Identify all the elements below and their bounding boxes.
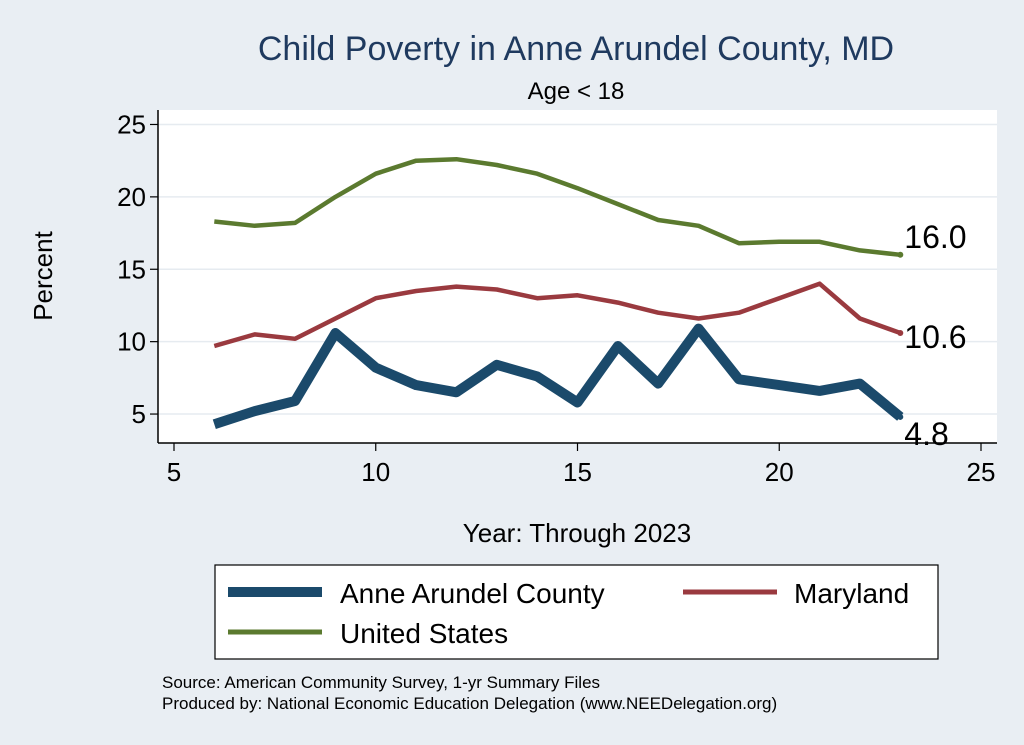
series-line-anne-arundel-county xyxy=(212,323,904,429)
chart-title: Child Poverty in Anne Arundel County, MD xyxy=(258,30,894,68)
legend-label-anne-arundel-county: Anne Arundel County xyxy=(340,578,605,609)
series-layer xyxy=(212,156,904,429)
end-label-maryland: 10.6 xyxy=(904,319,966,355)
y-tick-label-10: 10 xyxy=(117,327,146,357)
gridlines xyxy=(158,123,997,415)
x-axis-label: Year: Through 2023 xyxy=(463,518,691,548)
chart-subtitle: Age < 18 xyxy=(528,78,625,105)
produced-by-note: Produced by: National Economic Education… xyxy=(162,694,777,713)
legend-label-united-states: United States xyxy=(340,618,508,649)
legend: Anne Arundel County Maryland United States xyxy=(228,578,909,649)
y-ticks: 5 10 15 20 25 xyxy=(117,109,158,429)
x-tick-label-15: 15 xyxy=(563,457,592,487)
y-tick-label-15: 15 xyxy=(117,254,146,284)
end-label-anne-arundel-county: 4.8 xyxy=(904,416,948,452)
x-tick-label-10: 10 xyxy=(361,457,390,487)
end-point-maryland xyxy=(897,329,904,336)
end-labels: 4.8 10.6 16.0 xyxy=(904,219,966,452)
end-point-anne-arundel-county xyxy=(897,413,904,420)
x-tick-label-5: 5 xyxy=(167,457,181,487)
y-tick-label-25: 25 xyxy=(117,109,146,139)
end-label-united-states: 16.0 xyxy=(904,219,966,255)
series-line-united-states xyxy=(214,156,901,258)
source-note: Source: American Community Survey, 1-yr … xyxy=(162,673,600,692)
x-tick-label-25: 25 xyxy=(967,457,996,487)
legend-label-maryland: Maryland xyxy=(794,578,909,609)
series-line-maryland xyxy=(213,281,902,349)
legend-box xyxy=(214,564,939,660)
y-tick-label-20: 20 xyxy=(117,182,146,212)
x-ticks: 5 10 15 20 25 xyxy=(167,443,996,487)
y-tick-label-5: 5 xyxy=(132,399,146,429)
end-point-united-states xyxy=(897,251,904,258)
y-axis-label: Percent xyxy=(28,230,58,320)
x-tick-label-20: 20 xyxy=(765,457,794,487)
